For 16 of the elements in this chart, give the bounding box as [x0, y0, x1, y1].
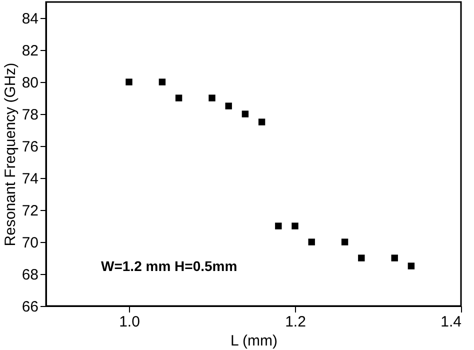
y-axis-title: Resonant Frequency (GHz) — [2, 62, 19, 246]
x-axis-title: L (mm) — [230, 332, 278, 350]
x-tick-label: 1.4 — [440, 314, 462, 330]
y-tick-label: 74 — [22, 170, 38, 188]
annotation: W=1.2 mm H=0.5mm — [101, 258, 238, 274]
y-tick-label: 68 — [22, 266, 38, 284]
x-tick-label: 1.2 — [285, 314, 306, 330]
y-tick-label: 72 — [22, 202, 38, 220]
y-tick-label: 84 — [22, 10, 38, 28]
y-tick-label: 70 — [22, 234, 38, 252]
y-tick-label: 78 — [22, 106, 38, 124]
y-tick-label: 80 — [22, 74, 38, 92]
y-tick-label: 76 — [22, 138, 38, 156]
x-tick-label: 1.0 — [119, 314, 140, 330]
y-tick-label: 82 — [22, 42, 38, 60]
y-tick-label: 66 — [22, 298, 38, 316]
